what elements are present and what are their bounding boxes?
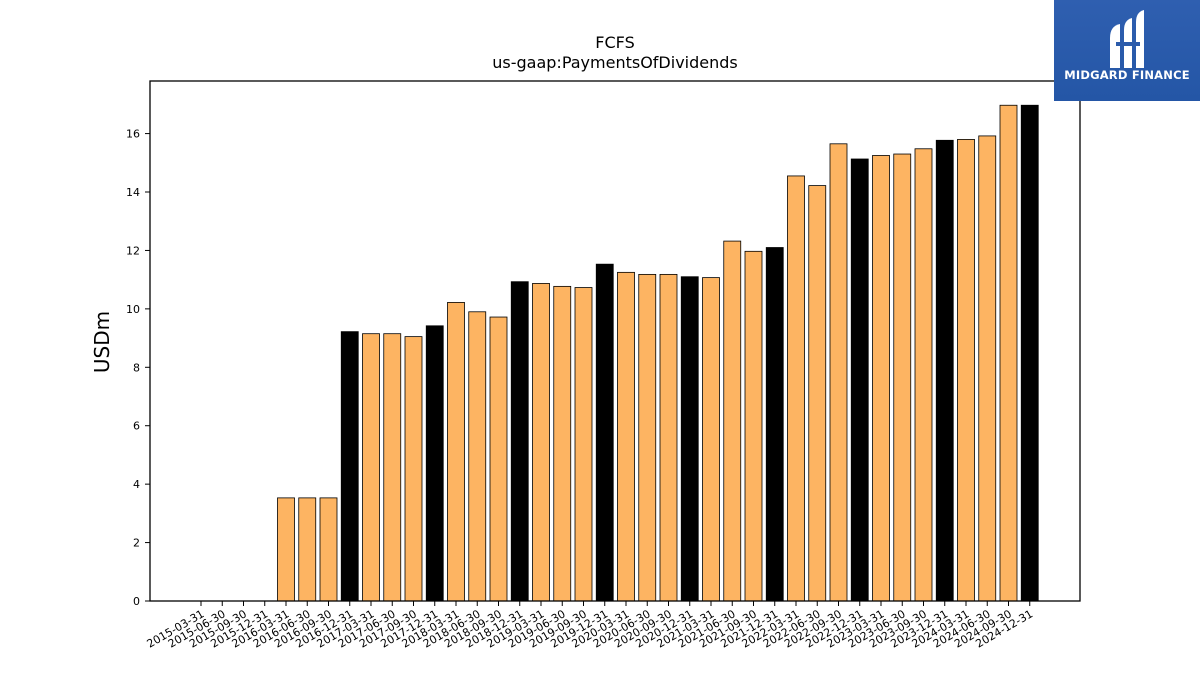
bars-layer — [277, 104, 1039, 602]
bar-2020-06-30 — [638, 273, 657, 602]
bar-2016-12-31 — [340, 331, 359, 602]
bar-2017-03-31 — [362, 333, 380, 602]
bar-2022-09-30 — [829, 143, 848, 602]
x-ticks: 2015-03-312015-06-302015-09-302015-12-31… — [145, 601, 1035, 651]
bar-2016-09-30 — [319, 497, 338, 602]
bar-2021-09-30 — [744, 250, 763, 602]
bar-2016-06-30 — [298, 497, 317, 602]
bar-2022-12-31 — [850, 158, 869, 602]
bar-2022-06-30 — [808, 185, 827, 602]
y-tick-label: 16 — [126, 128, 140, 141]
y-tick-label: 4 — [133, 478, 140, 491]
bar-2023-09-30 — [914, 148, 933, 602]
bar-2017-09-30 — [404, 336, 423, 602]
y-tick-label: 0 — [133, 595, 140, 608]
bar-2021-06-30 — [723, 240, 742, 602]
bar-2018-12-31 — [510, 281, 529, 602]
bar-2021-03-31 — [702, 277, 720, 602]
bar-2020-12-31 — [680, 276, 699, 602]
bar-2017-12-31 — [425, 325, 444, 602]
bar-2021-12-31 — [765, 247, 784, 602]
bar-2019-03-31 — [532, 283, 550, 602]
y-tick-label: 14 — [126, 186, 140, 199]
bar-2023-03-31 — [872, 155, 890, 602]
bar-2024-06-30 — [978, 135, 997, 602]
y-axis-label: USDm — [90, 311, 114, 373]
y-tick-label: 8 — [133, 361, 140, 374]
chart-subtitle: us-gaap:PaymentsOfDividends — [492, 53, 737, 72]
plot-frame — [149, 80, 1081, 602]
bar-2019-12-31 — [595, 263, 614, 602]
bar-2024-03-31 — [957, 139, 975, 602]
bar-2024-09-30 — [999, 104, 1018, 602]
y-tick-label: 12 — [126, 244, 140, 257]
midgard-logo: MIDGARD FINANCE — [1054, 0, 1200, 101]
bar-2023-12-31 — [935, 139, 954, 602]
y-tick-label: 6 — [133, 420, 140, 433]
midgard-logo-icon — [1110, 10, 1144, 68]
bar-2020-03-31 — [617, 271, 635, 602]
y-ticks: 0 2 4 6 8 10 12 14 16 — [126, 128, 150, 608]
bar-2017-06-30 — [383, 333, 402, 602]
y-tick-label: 2 — [133, 537, 140, 550]
logo-text: MIDGARD FINANCE — [1064, 68, 1190, 82]
bar-2019-06-30 — [553, 285, 572, 602]
bar-2020-09-30 — [659, 273, 678, 602]
bar-2018-03-31 — [447, 302, 465, 602]
bar-2018-09-30 — [489, 316, 508, 602]
y-tick-label: 10 — [126, 303, 140, 316]
bar-2018-06-30 — [468, 311, 487, 602]
bar-2016-03-31 — [277, 497, 295, 602]
bar-2019-09-30 — [574, 287, 593, 602]
bar-2023-06-30 — [893, 153, 912, 602]
chart-title: FCFS — [595, 33, 634, 52]
bar-2024-12-31 — [1020, 104, 1039, 602]
bar-2022-03-31 — [787, 175, 805, 602]
